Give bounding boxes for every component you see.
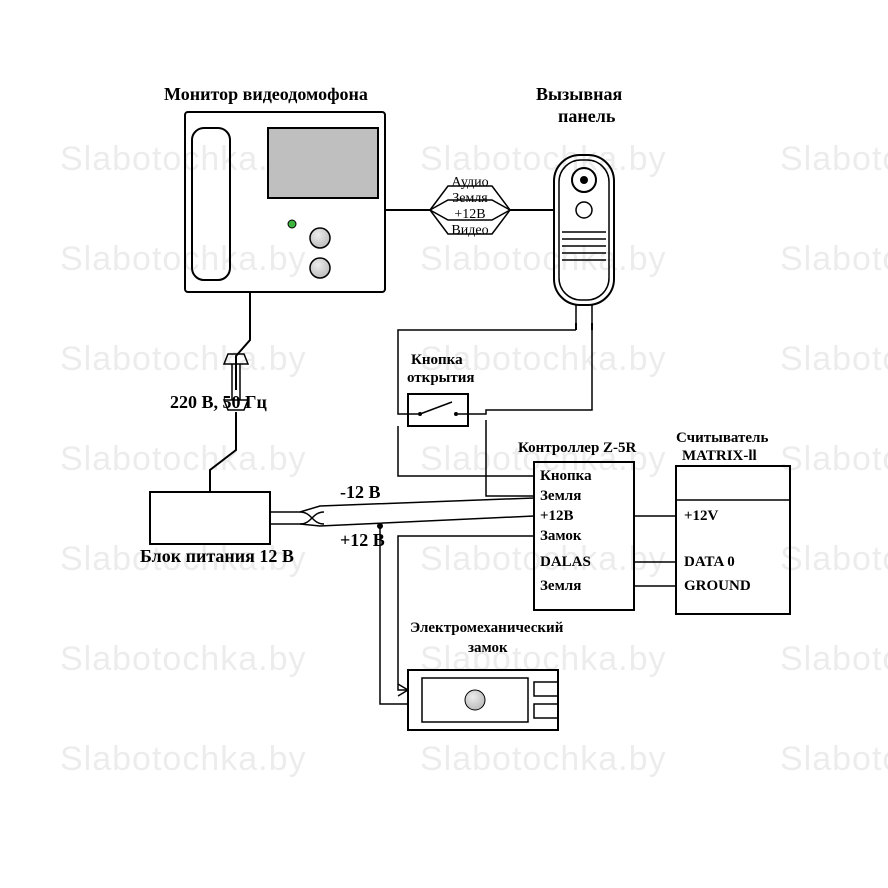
controller-title: Контроллер Z-5R	[518, 440, 637, 456]
psu-body	[150, 492, 270, 544]
watermark: Slabotochka.by	[780, 140, 888, 178]
bus-label: Земля	[452, 191, 488, 206]
lock-title2: замок	[468, 640, 508, 656]
monitor-button-2	[310, 258, 330, 278]
watermark: Slabotochka.by	[420, 740, 667, 778]
controller-pin: Земля	[540, 488, 581, 504]
controller-pin: Земля	[540, 578, 581, 594]
panel-title: Вызывная	[536, 84, 622, 104]
watermark: Slabotochka.by	[60, 740, 307, 778]
watermark: Slabotochka.by	[60, 640, 307, 678]
lock-cylinder-icon	[465, 690, 485, 710]
monitor-title: Монитор видеодомофона	[164, 84, 368, 104]
watermark: Slabotochka.by	[780, 440, 888, 478]
watermark: Slabotochka.by	[780, 740, 888, 778]
controller-pin: +12В	[540, 508, 574, 524]
panel-call-button	[576, 202, 592, 218]
watermark: Slabotochka.by	[420, 140, 667, 178]
watermark: Slabotochka.by	[60, 440, 307, 478]
bus-label: Аудио	[451, 175, 488, 190]
monitor-led-icon	[288, 220, 296, 228]
controller-pin: Кнопка	[540, 468, 592, 484]
button-title2: открытия	[407, 370, 475, 386]
reader-pin: +12V	[684, 508, 719, 524]
reader-pin: GROUND	[684, 578, 751, 594]
panel-camera-dot	[580, 176, 588, 184]
reader-title2: MATRIX-ll	[682, 448, 757, 464]
power-label: 220 В, 50 Гц	[170, 392, 267, 412]
watermark: Slabotochka.by	[780, 240, 888, 278]
bus-label: +12В	[454, 207, 485, 222]
minus12-label: -12 В	[340, 482, 381, 502]
reader-pin: DATA 0	[684, 554, 735, 570]
panel-title2: панель	[558, 106, 616, 126]
watermark: Slabotochka.by	[780, 640, 888, 678]
watermark: Slabotochka.by	[420, 240, 667, 278]
watermark: Slabotochka.by	[780, 340, 888, 378]
controller-pin: Замок	[540, 528, 582, 544]
wire-12v-lock	[380, 526, 408, 704]
button-body	[408, 394, 468, 426]
plus12-label: +12 В	[340, 530, 385, 550]
psu-title: Блок питания 12 В	[140, 546, 294, 566]
bus-label: Видео	[451, 223, 488, 238]
watermark: Slabotochka.by	[420, 640, 667, 678]
watermark: Slabotochka.by	[780, 540, 888, 578]
lock-title: Электромеханический	[410, 620, 564, 636]
monitor-screen	[268, 128, 378, 198]
controller-pin: DALAS	[540, 554, 591, 570]
reader-title: Считыватель	[676, 430, 768, 446]
monitor-button-1	[310, 228, 330, 248]
watermark: Slabotochka.by	[60, 340, 307, 378]
wire-minus12	[270, 498, 534, 512]
watermark: Slabotochka.by	[60, 240, 307, 278]
button-title: Кнопка	[411, 352, 463, 368]
